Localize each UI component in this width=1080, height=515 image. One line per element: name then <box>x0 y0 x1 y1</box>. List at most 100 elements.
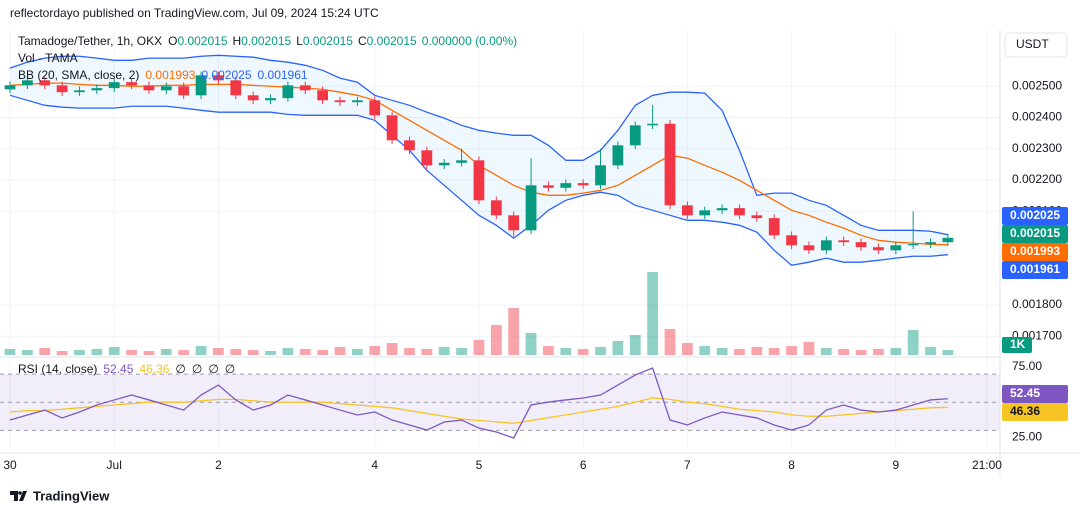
volume-bar <box>282 348 294 355</box>
candle-body <box>91 88 103 91</box>
volume-bar <box>21 350 33 355</box>
candle-body <box>716 208 728 211</box>
last-price-label: 0.002015 <box>1010 226 1060 240</box>
x-tick-label: 6 <box>580 458 587 472</box>
candle-body <box>334 100 346 103</box>
candle-body <box>421 150 433 166</box>
rsi-tick-label: 75.00 <box>1012 359 1042 373</box>
volume-tick-box <box>1002 337 1032 353</box>
bb-upper-line <box>9 54 949 236</box>
volume-bar <box>56 351 68 355</box>
volume-bar <box>751 347 763 355</box>
candle-body <box>699 210 711 216</box>
candle-body <box>681 205 693 216</box>
rsi-tick-label: 25.00 <box>1012 430 1042 444</box>
volume-bar <box>4 349 16 355</box>
rsi-name: RSI (14, close) <box>18 362 97 376</box>
ohlc-key: L <box>296 34 303 48</box>
volume-bar <box>126 350 137 355</box>
volume-bar <box>74 350 85 355</box>
volume-bar <box>681 343 693 355</box>
candle-body <box>925 242 936 245</box>
candle-body <box>577 183 589 186</box>
volume-bar <box>195 346 207 355</box>
candle-body <box>820 240 832 251</box>
volume-bar <box>456 348 467 355</box>
x-tick-label: 30 <box>3 458 17 472</box>
candle-body <box>195 75 207 96</box>
rsi-na: ∅ <box>175 362 185 376</box>
candle-body <box>456 160 467 163</box>
x-tick-label: 4 <box>371 458 378 472</box>
y-tick-label: 0.002500 <box>1012 78 1062 92</box>
publisher-line: reflectordayo published on TradingView.c… <box>10 6 379 20</box>
candle-body <box>351 100 363 103</box>
logo-dot <box>18 491 22 495</box>
bb-middle-label: 0.001993 <box>1010 244 1060 258</box>
candle-body <box>4 85 16 90</box>
ohlc-key: H <box>233 34 242 48</box>
candle-body <box>473 160 485 201</box>
volume-bar <box>577 349 589 355</box>
rsi-label: 52.45 <box>1010 386 1040 400</box>
currency-label[interactable]: USDT <box>1016 37 1049 51</box>
volume-bar <box>838 349 850 355</box>
candle-body <box>126 82 137 86</box>
volume-bar <box>525 333 537 355</box>
candle-body <box>265 98 276 101</box>
volume-bar <box>265 351 276 355</box>
candle-body <box>560 183 572 188</box>
candle-body <box>838 240 850 243</box>
volume-bar <box>890 348 902 355</box>
currency-button[interactable] <box>1004 32 1068 58</box>
candle-body <box>647 123 659 126</box>
axis-layer: 0.0017000.0018000.0021000.0022000.002300… <box>3 78 1068 472</box>
rsi-na: ∅ <box>225 362 235 376</box>
candle-body <box>490 200 502 216</box>
candle-body <box>369 100 381 116</box>
candle-body <box>21 80 33 86</box>
volume-bar <box>508 308 520 355</box>
volume-bar <box>907 330 919 355</box>
volume-bar <box>820 348 832 355</box>
volume-bar <box>629 335 641 355</box>
volume-bar <box>247 350 259 355</box>
volume-bar <box>786 346 797 355</box>
candle-body <box>108 82 120 89</box>
candle-body <box>230 80 242 96</box>
candle-body <box>751 215 763 219</box>
volume-bar <box>699 346 711 355</box>
volume-bar <box>386 343 398 355</box>
candle-body <box>213 75 224 81</box>
volume-bar <box>91 349 103 355</box>
x-tick-label: Jul <box>107 458 122 472</box>
rsi-na: ∅ <box>192 362 202 376</box>
bb-upper-label-box <box>1002 206 1068 225</box>
footer-brand: TradingView <box>33 488 110 503</box>
candle-body <box>942 237 954 243</box>
candle-body <box>803 245 815 251</box>
symbol: Tamadoge/Tether, 1h, OKX <box>18 34 162 48</box>
candle-body <box>56 85 68 93</box>
volume-legend: Vol · TAMA <box>18 51 78 65</box>
candle-body <box>39 80 51 86</box>
bb-lower-line <box>9 94 948 267</box>
volume-bar <box>317 350 329 355</box>
candle-body <box>612 145 624 166</box>
volume-bar <box>299 349 311 355</box>
volume-bar <box>369 346 381 355</box>
candle-body <box>438 162 450 166</box>
candle-body <box>907 244 919 246</box>
tradingview-logo <box>10 491 27 501</box>
volume-bar <box>230 349 242 355</box>
rsi-na: ∅ <box>208 362 218 376</box>
volume-bar <box>438 347 450 355</box>
rsi-ma-label-box <box>1002 403 1068 422</box>
bb-lower-label-box <box>1002 260 1068 279</box>
volume-bar <box>873 349 884 355</box>
ohlc-key: O <box>168 34 177 48</box>
y-tick-label: 0.002300 <box>1012 141 1062 155</box>
volume-bar <box>404 348 415 355</box>
bb-lower-label: 0.001961 <box>1010 262 1060 276</box>
